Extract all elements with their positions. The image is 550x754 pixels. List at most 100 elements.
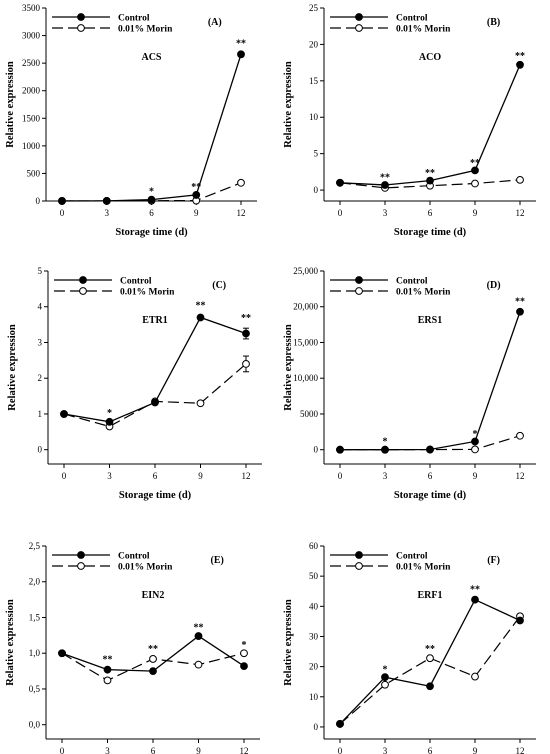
significance-mark: **	[103, 655, 113, 666]
legend-marker-control	[355, 276, 363, 284]
y-tick-label: 2500	[22, 58, 41, 68]
y-tick-label: 25,000	[293, 266, 318, 276]
significance-mark: **	[515, 297, 525, 308]
data-point-control	[471, 437, 479, 446]
x-tick-label: 0	[62, 471, 67, 481]
legend-marker-morin	[355, 24, 363, 32]
data-point-control	[192, 191, 201, 199]
panel-letter: (D)	[487, 280, 501, 291]
data-point-control	[471, 595, 479, 604]
y-tick-label: 1,0	[29, 648, 41, 658]
y-axis-title: Relative expression	[283, 599, 294, 686]
data-point-control	[194, 632, 203, 640]
x-tick-label: 12	[516, 471, 525, 481]
legend-marker-morin	[355, 562, 363, 570]
significance-mark: *	[383, 665, 388, 676]
data-point-control	[58, 649, 66, 658]
y-tick-label: 20	[309, 39, 319, 49]
x-axis-title: Storage time (d)	[394, 490, 467, 501]
y-tick-label: 10	[309, 112, 319, 122]
data-point-control	[240, 662, 248, 670]
chart-panel-1: 0 500 1000 1500 2000 2500 3000 3500 0 3 6 9 12 Storag…	[5, 3, 257, 238]
y-tick-label: 20,000	[293, 302, 318, 312]
legend-marker-morin	[355, 287, 363, 295]
x-tick-label: 6	[149, 208, 154, 218]
significance-mark: **	[236, 39, 246, 50]
significance-mark: **	[470, 585, 480, 596]
gene-label: ERS1	[418, 315, 442, 326]
data-point-control	[102, 196, 111, 205]
panel-letter: (A)	[208, 17, 222, 28]
x-tick-label: 12	[242, 471, 251, 481]
y-tick-label: 10,000	[293, 373, 318, 383]
x-tick-label: 3	[105, 208, 110, 218]
legend-marker-control	[355, 13, 363, 21]
legend-marker-morin	[79, 287, 87, 295]
significance-mark: *	[473, 429, 478, 440]
gene-label: ETR1	[142, 315, 168, 326]
data-point-control	[103, 665, 112, 674]
data-point-control	[242, 329, 250, 338]
data-point-morin	[516, 175, 524, 184]
legend-label-morin: 0.01% Morin	[396, 25, 451, 35]
data-point-control	[426, 445, 434, 454]
y-axis-title: Relative expression	[283, 324, 294, 411]
data-point-control	[147, 195, 156, 204]
significance-mark: **	[515, 51, 525, 62]
y-tick-label: 2,0	[29, 577, 41, 587]
data-point-morin	[103, 676, 112, 685]
legend-label-morin: 0.01% Morin	[118, 25, 173, 35]
data-point-control	[237, 50, 245, 59]
x-tick-label: 9	[473, 471, 478, 481]
chart-panel-2: 0 5 10 15 20 25 0 3 6 9 12 Storage time (d) Relative…	[283, 3, 536, 238]
x-tick-label: 3	[383, 471, 388, 481]
y-tick-label: 5	[314, 149, 319, 159]
data-point-control	[516, 307, 524, 316]
y-tick-label: 4	[38, 302, 43, 312]
y-tick-label: 500	[27, 168, 41, 178]
y-tick-label: 0	[314, 185, 319, 195]
y-tick-label: 10	[309, 692, 319, 702]
data-point-control	[381, 445, 389, 454]
x-tick-label: 6	[428, 746, 433, 754]
data-point-control	[426, 176, 434, 185]
y-tick-label: 0	[314, 445, 319, 455]
y-tick-label: 15	[309, 76, 319, 86]
significance-mark: *	[107, 408, 112, 419]
x-tick-label: 9	[194, 208, 199, 218]
panel-letter: (F)	[487, 555, 500, 566]
data-point-morin	[381, 680, 389, 689]
significance-mark: **	[191, 182, 201, 193]
y-tick-label: 5000	[300, 409, 319, 419]
data-point-control	[471, 166, 479, 175]
y-tick-label: 15,000	[293, 337, 318, 347]
y-tick-label: 50	[309, 571, 319, 581]
significance-mark: *	[149, 186, 154, 197]
legend-label-control: Control	[396, 552, 428, 562]
x-tick-label: 3	[383, 208, 388, 218]
significance-mark: **	[241, 313, 251, 324]
legend-label-morin: 0.01% Morin	[396, 288, 451, 298]
series-line-control	[61, 54, 242, 202]
legend-label-control: Control	[118, 14, 150, 24]
y-tick-label: 1	[38, 409, 43, 419]
x-axis-title: Storage time (d)	[394, 227, 467, 238]
series-line-control	[340, 311, 521, 451]
x-tick-label: 6	[153, 471, 158, 481]
y-tick-label: 5	[38, 266, 43, 276]
panel-letter: (C)	[212, 280, 226, 291]
data-point-morin	[149, 655, 157, 663]
legend-marker-control	[79, 276, 87, 284]
x-tick-label: 0	[60, 746, 65, 754]
significance-mark: **	[425, 644, 435, 655]
significance-mark: *	[242, 640, 247, 651]
x-tick-label: 3	[107, 471, 112, 481]
gene-label: ACS	[141, 52, 161, 63]
y-axis-title: Relative expression	[283, 61, 294, 148]
x-tick-label: 9	[473, 208, 478, 218]
legend-marker-control	[77, 13, 85, 21]
y-axis-title: Relative expression	[5, 599, 16, 686]
data-point-morin	[471, 445, 479, 454]
